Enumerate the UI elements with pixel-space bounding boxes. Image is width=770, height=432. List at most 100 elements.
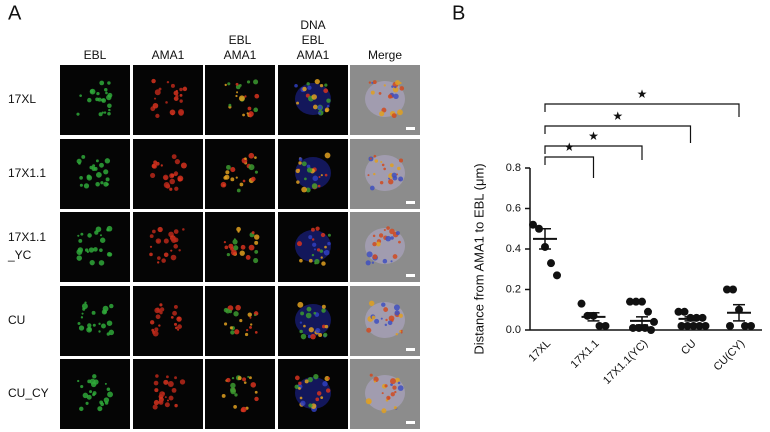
fluorescence-spot [299, 258, 303, 263]
fluorescence-spot [89, 390, 93, 394]
fluorescence-spot [91, 381, 97, 388]
micrograph [60, 139, 130, 209]
fluorescence-spot [315, 327, 321, 334]
fluorescence-spot [317, 184, 321, 188]
fluorescence-spot [254, 390, 258, 394]
fluorescence-spot [381, 302, 386, 307]
fluorescence-spot [149, 234, 154, 239]
fluorescence-spot [234, 329, 240, 335]
fluorescence-spot [304, 379, 309, 384]
fluorescence-spot [230, 247, 234, 251]
fluorescence-spot [230, 330, 235, 335]
fluorescence-spot [323, 250, 326, 254]
fluorescence-spot [324, 152, 331, 159]
fluorescence-spot [390, 392, 395, 397]
fluorescence-spot [103, 397, 110, 403]
data-point [647, 326, 655, 334]
fluorescence-spot [76, 112, 80, 116]
fluorescence-spot [79, 183, 83, 187]
fluorescence-spot [172, 310, 177, 316]
fluorescence-spot [249, 316, 252, 319]
fluorescence-spot [253, 107, 259, 113]
fluorescence-spot [368, 300, 375, 307]
fluorescence-spot [224, 83, 227, 87]
fluorescence-spot [163, 252, 169, 258]
fluorescence-spot [327, 241, 331, 246]
fluorescence-spot [77, 321, 81, 325]
fluorescence-spot [244, 332, 249, 337]
fluorescence-spot [242, 113, 245, 117]
fluorescence-spot [314, 262, 317, 265]
fluorescence-spot [324, 173, 328, 177]
fluorescence-spot [372, 254, 378, 260]
fluorescence-spot [246, 112, 249, 115]
fluorescence-spot [311, 238, 315, 241]
fluorescence-spot [311, 183, 318, 189]
fluorescence-spot [102, 305, 109, 312]
fluorescence-spot [296, 180, 300, 184]
fluorescence-spot [98, 322, 101, 325]
fluorescence-spot [163, 238, 169, 244]
fluorescence-spot [92, 393, 96, 397]
fluorescence-spot [318, 176, 321, 179]
fluorescence-spot [224, 245, 229, 250]
cell [365, 155, 405, 191]
fluorescence-spot [149, 245, 153, 248]
fluorescence-spot [304, 177, 307, 181]
fluorescence-spot [224, 322, 228, 326]
fluorescence-spot [373, 172, 376, 176]
fluorescence-spot [316, 391, 322, 396]
fluorescence-spot [79, 176, 83, 180]
fluorescence-spot [250, 176, 256, 182]
data-point [577, 299, 586, 308]
data-point [629, 323, 637, 332]
fluorescence-spot [92, 374, 97, 379]
fluorescence-spot [81, 154, 86, 159]
fluorescence-spot [382, 258, 388, 264]
fluorescence-spot [369, 157, 372, 160]
fluorescence-spot [107, 92, 113, 98]
fluorescence-spot [230, 382, 236, 389]
significance-star: ★ [588, 129, 599, 143]
fluorescence-spot [80, 316, 84, 319]
fluorescence-spot [310, 333, 316, 340]
fluorescence-spot [253, 257, 259, 264]
column-header: EBL [84, 48, 107, 62]
fluorescence-spot [374, 318, 380, 324]
fluorescence-spot [98, 330, 101, 333]
fluorescence-spot [248, 164, 255, 171]
fluorescence-spot [77, 247, 84, 253]
x-tick-label: 17X1.1 [569, 338, 602, 371]
fluorescence-spot [104, 382, 107, 385]
fluorescence-spot [103, 111, 107, 114]
significance-star: ★ [637, 87, 648, 101]
fluorescence-spot [221, 393, 226, 398]
fluorescence-spot [242, 179, 246, 183]
fluorescence-spot [398, 158, 404, 163]
fluorescence-spot [317, 105, 323, 110]
micrograph [205, 212, 275, 282]
fluorescence-spot [379, 111, 385, 117]
fluorescence-spot [239, 182, 244, 187]
fluorescence-spot [235, 176, 238, 179]
fluorescence-spot [389, 163, 394, 168]
fluorescence-spot [168, 395, 174, 401]
fluorescence-spot [236, 91, 239, 94]
fluorescence-spot [320, 256, 323, 259]
fluorescence-spot [98, 260, 105, 266]
data-point [638, 297, 646, 306]
data-point [677, 321, 686, 330]
fluorescence-spot [299, 321, 303, 324]
fluorescence-spot [226, 252, 231, 257]
fluorescence-spot [300, 333, 307, 340]
fluorescence-spot [393, 304, 400, 311]
fluorescence-spot [383, 167, 386, 171]
fluorescence-spot [166, 399, 169, 402]
fluorescence-spot [383, 228, 386, 232]
fluorescence-spot [171, 154, 177, 160]
fluorescence-spot [294, 375, 300, 381]
fluorescence-spot [164, 396, 167, 399]
fluorescence-spot [174, 159, 181, 165]
cell [365, 375, 405, 411]
significance-bracket [544, 103, 740, 117]
